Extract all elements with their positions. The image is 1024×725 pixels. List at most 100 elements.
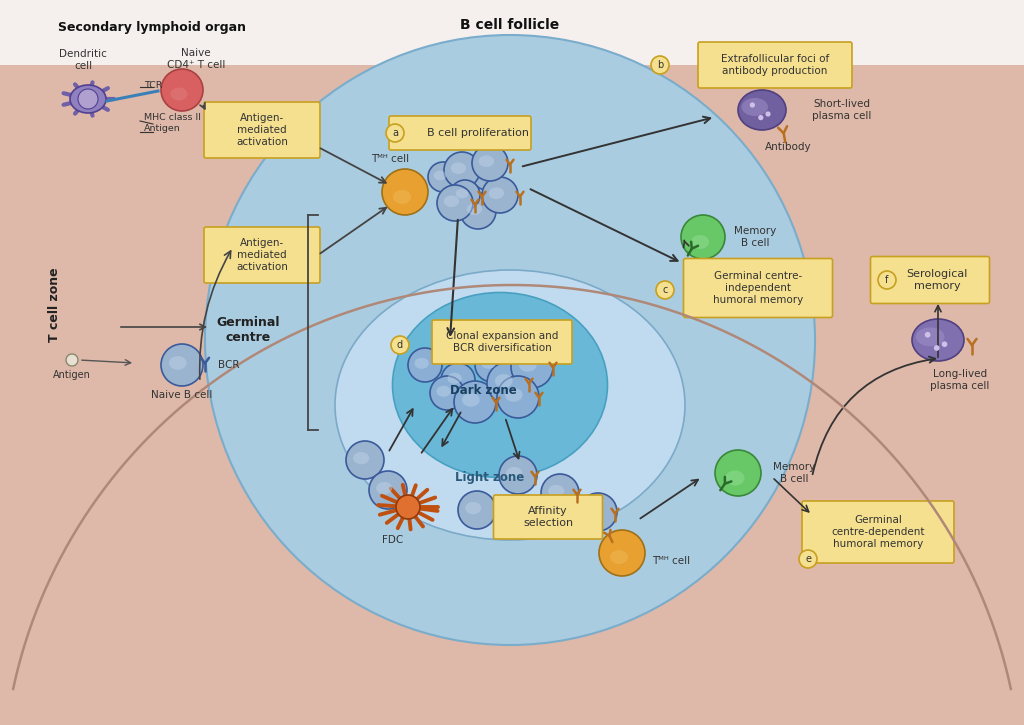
Circle shape (205, 35, 815, 645)
Text: d: d (397, 340, 403, 350)
Circle shape (681, 215, 725, 259)
Circle shape (369, 471, 407, 509)
Ellipse shape (171, 88, 187, 101)
Text: c: c (663, 285, 668, 295)
Text: B cell proliferation: B cell proliferation (427, 128, 529, 138)
Circle shape (511, 346, 553, 388)
Circle shape (78, 89, 98, 109)
Ellipse shape (436, 386, 451, 397)
Text: Dendritic
cell: Dendritic cell (59, 49, 106, 71)
Text: MHC class II: MHC class II (144, 112, 201, 122)
Text: Secondary lymphoid organ: Secondary lymphoid organ (58, 20, 246, 33)
Ellipse shape (495, 374, 513, 388)
Circle shape (428, 162, 458, 192)
Circle shape (444, 152, 480, 188)
Circle shape (161, 344, 203, 386)
Bar (0, 0, 1024, 65)
Ellipse shape (443, 195, 459, 207)
Ellipse shape (447, 373, 462, 384)
Circle shape (437, 185, 473, 221)
Ellipse shape (433, 170, 446, 181)
Text: T cell zone: T cell zone (48, 268, 61, 342)
FancyBboxPatch shape (389, 116, 531, 150)
Text: Long-lived
plasma cell: Long-lived plasma cell (931, 369, 989, 391)
Text: Antigen-
mediated
activation: Antigen- mediated activation (237, 239, 288, 272)
Text: Naive B cell: Naive B cell (152, 390, 213, 400)
Text: Germinal centre-
independent
humoral memory: Germinal centre- independent humoral mem… (713, 271, 803, 304)
Ellipse shape (738, 90, 786, 130)
Text: Extrafollicular foci of
antibody production: Extrafollicular foci of antibody product… (721, 54, 829, 76)
Ellipse shape (335, 270, 685, 540)
Circle shape (799, 550, 817, 568)
Circle shape (441, 363, 475, 397)
Ellipse shape (915, 328, 944, 347)
FancyBboxPatch shape (698, 42, 852, 88)
Ellipse shape (462, 393, 479, 407)
Ellipse shape (477, 169, 490, 178)
Text: FDC: FDC (382, 535, 403, 545)
Circle shape (408, 348, 442, 382)
Circle shape (758, 115, 764, 120)
Circle shape (487, 362, 529, 404)
Text: e: e (805, 554, 811, 564)
Ellipse shape (548, 485, 564, 497)
Text: Germinal
centre: Germinal centre (216, 316, 280, 344)
Text: Antigen: Antigen (144, 123, 181, 133)
Circle shape (66, 354, 78, 366)
Circle shape (386, 124, 404, 142)
Text: B cell follicle: B cell follicle (461, 18, 560, 32)
Text: Antibody: Antibody (765, 142, 811, 152)
Ellipse shape (691, 235, 709, 249)
FancyBboxPatch shape (802, 501, 954, 563)
FancyBboxPatch shape (204, 102, 319, 158)
Text: b: b (656, 60, 664, 70)
Ellipse shape (393, 190, 411, 204)
Ellipse shape (506, 467, 522, 479)
FancyBboxPatch shape (870, 257, 989, 304)
Text: Serological
memory: Serological memory (906, 269, 968, 291)
Circle shape (391, 336, 409, 354)
Circle shape (450, 180, 480, 210)
Ellipse shape (725, 471, 744, 486)
FancyBboxPatch shape (432, 320, 572, 364)
Circle shape (715, 450, 761, 496)
Text: Light zone: Light zone (456, 471, 524, 484)
Text: Tᴹᴴ cell: Tᴹᴴ cell (371, 154, 409, 164)
Circle shape (482, 177, 518, 213)
Circle shape (497, 376, 539, 418)
Ellipse shape (415, 357, 429, 369)
Ellipse shape (465, 502, 481, 514)
Text: Clonal expansion and
BCR diversification: Clonal expansion and BCR diversification (445, 331, 558, 353)
Ellipse shape (586, 504, 602, 516)
Ellipse shape (912, 319, 964, 361)
Circle shape (925, 332, 931, 338)
Ellipse shape (481, 357, 496, 369)
Text: Memory
B cell: Memory B cell (773, 463, 815, 484)
Circle shape (541, 474, 579, 512)
Circle shape (454, 381, 496, 423)
Text: BCR: BCR (218, 360, 240, 370)
Circle shape (579, 493, 617, 531)
Text: Affinity
selection: Affinity selection (523, 506, 573, 528)
Circle shape (750, 102, 755, 107)
Circle shape (942, 341, 947, 347)
Ellipse shape (519, 358, 537, 372)
Ellipse shape (488, 187, 504, 199)
Circle shape (161, 69, 203, 111)
Text: Short-lived
plasma cell: Short-lived plasma cell (812, 99, 871, 121)
Ellipse shape (70, 85, 106, 113)
Text: Tᴹᴴ cell: Tᴹᴴ cell (652, 556, 690, 566)
Text: Naive
CD4⁺ T cell: Naive CD4⁺ T cell (167, 48, 225, 70)
Circle shape (458, 491, 496, 529)
Ellipse shape (479, 155, 494, 167)
Ellipse shape (392, 292, 607, 478)
Text: a: a (392, 128, 398, 138)
Ellipse shape (741, 98, 768, 116)
Circle shape (651, 56, 669, 74)
Ellipse shape (169, 356, 186, 370)
Circle shape (472, 160, 502, 190)
Ellipse shape (376, 482, 392, 494)
Circle shape (599, 530, 645, 576)
Circle shape (656, 281, 674, 299)
Circle shape (472, 145, 508, 181)
